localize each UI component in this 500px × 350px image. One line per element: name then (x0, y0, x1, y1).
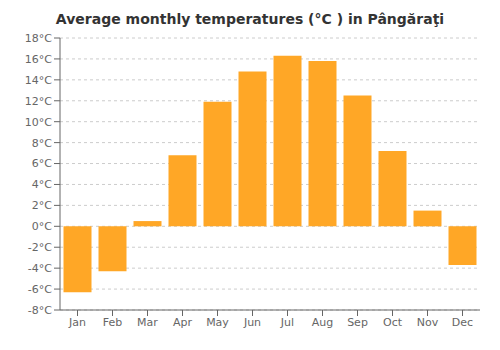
svg-text:Oct: Oct (383, 316, 403, 329)
html-text:Average monthly temperatures (: Average monthly temperatures (°C ) in Pâ… (55, 11, 445, 27)
svg-text:-2°C: -2°C (28, 241, 52, 254)
svg-text:Sep: Sep (347, 316, 368, 329)
svg-text:-6°C: -6°C (28, 283, 52, 296)
svg-text:10°C: 10°C (25, 116, 52, 129)
svg-text:8°C: 8°C (32, 137, 52, 150)
svg-text:Feb: Feb (103, 316, 122, 329)
svg-text:Apr: Apr (173, 316, 193, 329)
svg-text:12°C: 12°C (25, 95, 52, 108)
svg-text:May: May (206, 316, 229, 329)
svg-text:Jul: Jul (280, 316, 294, 329)
svg-text:Nov: Nov (417, 316, 439, 329)
svg-text:-8°C: -8°C (28, 304, 52, 317)
svg-text:2°C: 2°C (32, 199, 52, 212)
svg-text:14°C: 14°C (25, 74, 52, 87)
svg-text:16°C: 16°C (25, 53, 52, 66)
svg-text:-4°C: -4°C (28, 262, 52, 275)
svg-text:Mar: Mar (137, 316, 158, 329)
svg-text:Aug: Aug (312, 316, 333, 329)
svg-text:18°C: 18°C (25, 32, 52, 45)
svg-text:Jun: Jun (243, 316, 261, 329)
svg-text:4°C: 4°C (32, 178, 52, 191)
svg-text:Dec: Dec (452, 316, 473, 329)
svg-text:6°C: 6°C (32, 157, 52, 170)
svg-text:Jan: Jan (68, 316, 86, 329)
svg-text:0°C: 0°C (32, 220, 52, 233)
